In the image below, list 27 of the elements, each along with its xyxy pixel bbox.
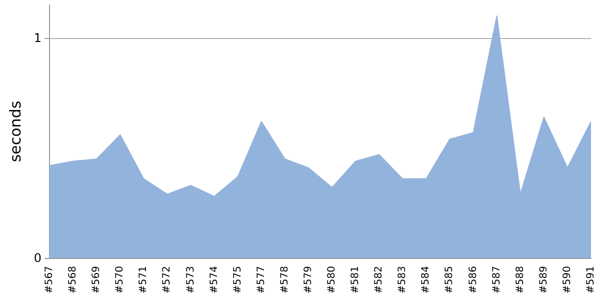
x-tick-label: #571 — [138, 266, 150, 294]
x-tick-label: #587 — [491, 266, 502, 294]
x-tick-label: #582 — [374, 266, 385, 294]
x-tick-label: #586 — [468, 266, 479, 294]
x-tick-label: #589 — [538, 266, 550, 294]
y-axis-title: seconds — [6, 100, 24, 162]
x-tick-label: #569 — [91, 266, 102, 294]
x-tick-label: #580 — [326, 266, 338, 294]
x-tick-label: #578 — [279, 266, 290, 294]
x-tick-label: #572 — [162, 266, 173, 294]
x-tick-label: #570 — [114, 266, 126, 294]
x-tick-label: #581 — [350, 266, 362, 294]
x-tick-label: #588 — [514, 266, 526, 294]
x-tick-label: #583 — [397, 266, 408, 294]
x-tick-label: #585 — [444, 266, 456, 294]
x-tick-label: #568 — [68, 266, 79, 294]
x-tick-label: #567 — [44, 266, 56, 294]
x-tick-label: #577 — [256, 266, 267, 294]
y-tick-label: 0 — [34, 251, 42, 265]
x-tick-label: #591 — [586, 266, 596, 294]
x-tick-label: #573 — [185, 266, 196, 294]
y-tick-label: 1 — [34, 31, 42, 45]
x-tick-label: #584 — [420, 266, 432, 294]
x-tick-label: #579 — [302, 266, 314, 294]
x-tick-label: #574 — [208, 266, 220, 294]
x-tick-label: #575 — [232, 266, 244, 294]
x-tick-label: #590 — [562, 266, 573, 294]
